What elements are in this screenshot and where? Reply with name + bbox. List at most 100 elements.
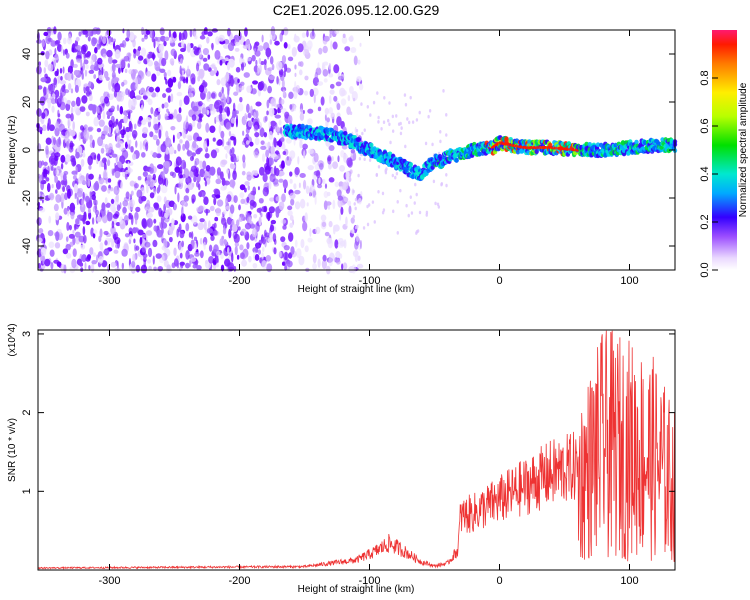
noise-cell [216,262,219,268]
noise-cell [179,174,183,179]
noise-cell [116,91,123,102]
noise-cell [185,222,190,232]
noise-cell [445,113,448,117]
noise-cell [80,244,86,250]
noise-cell [277,108,282,114]
noise-cell [228,228,232,239]
noise-cell [328,220,333,228]
noise-cell [95,200,98,206]
noise-cell [85,86,90,92]
noise-cell [110,198,115,204]
noise-cell [246,57,252,62]
noise-cell [206,138,210,147]
noise-cell [289,178,293,184]
noise-cell [107,187,111,194]
signal-cell [356,137,362,142]
noise-cell [150,107,154,115]
noise-cell [227,27,231,37]
noise-cell [111,220,115,229]
noise-cell [214,216,219,222]
noise-cell [124,233,130,238]
x-tick-label: 100 [620,575,638,587]
noise-cell [342,33,346,39]
noise-cell [226,83,231,92]
noise-cell [232,170,237,181]
noise-cell [127,201,134,211]
noise-cell [206,109,210,115]
noise-cell [140,255,144,261]
noise-cell [273,247,277,255]
noise-cell [186,42,191,53]
noise-cell [208,255,214,264]
noise-cell [86,254,92,260]
noise-cell [400,126,403,130]
noise-cell [184,140,190,150]
noise-cell [254,50,261,57]
noise-cell [268,130,274,140]
noise-cell [187,215,193,220]
noise-cell [116,104,120,112]
noise-cell [300,238,305,249]
noise-cell [241,170,246,176]
noise-cell [62,37,67,45]
noise-cell [98,161,102,168]
x-tick-label: -200 [228,575,250,587]
noise-cell [415,192,418,197]
noise-cell [112,213,119,219]
noise-cell [276,75,279,85]
noise-cell [167,95,171,103]
noise-cell [59,101,66,111]
noise-cell [187,65,190,75]
noise-cell [239,57,243,65]
noise-cell [307,108,314,114]
noise-cell [63,207,68,215]
noise-cell [76,58,83,63]
noise-cell [60,192,65,203]
noise-cell [278,170,285,177]
noise-cell [83,212,86,218]
noise-cell [203,241,206,250]
noise-cell [112,207,117,214]
noise-cell [294,189,301,195]
noise-cell [311,28,315,37]
noise-cell [231,252,234,263]
noise-cell [77,187,84,194]
noise-cell [180,200,187,206]
noise-cell [213,197,217,206]
noise-cell [315,226,321,235]
noise-cell [95,254,99,263]
noise-cell [281,78,285,89]
noise-cell [307,118,313,125]
noise-cell [304,75,309,81]
noise-cell [392,209,395,214]
noise-cell [107,178,112,183]
noise-cell [186,134,193,140]
noise-cell [373,220,376,224]
noise-cell [187,92,194,99]
noise-cell [121,149,129,160]
colorbar-label: Normalized spectral amplitude [738,82,749,217]
noise-cell [50,157,56,167]
noise-cell [304,245,309,253]
noise-cell [72,229,75,234]
noise-cell [57,75,61,84]
noise-cell [223,44,230,49]
noise-cell [137,46,142,51]
noise-cell [289,171,293,177]
noise-cell [328,107,333,115]
noise-cell [271,97,277,107]
noise-cell [155,91,159,98]
noise-cell [356,233,360,243]
noise-cell [239,184,246,191]
noise-cell [268,121,271,129]
noise-cell [88,69,95,74]
noise-cell [153,218,157,224]
noise-cell [286,260,293,268]
noise-cell [47,84,52,91]
noise-cell [83,124,88,129]
noise-cell [92,252,97,257]
noise-cell [151,73,157,82]
noise-cell [165,78,168,85]
noise-cell [287,43,291,50]
noise-cell [136,189,143,198]
